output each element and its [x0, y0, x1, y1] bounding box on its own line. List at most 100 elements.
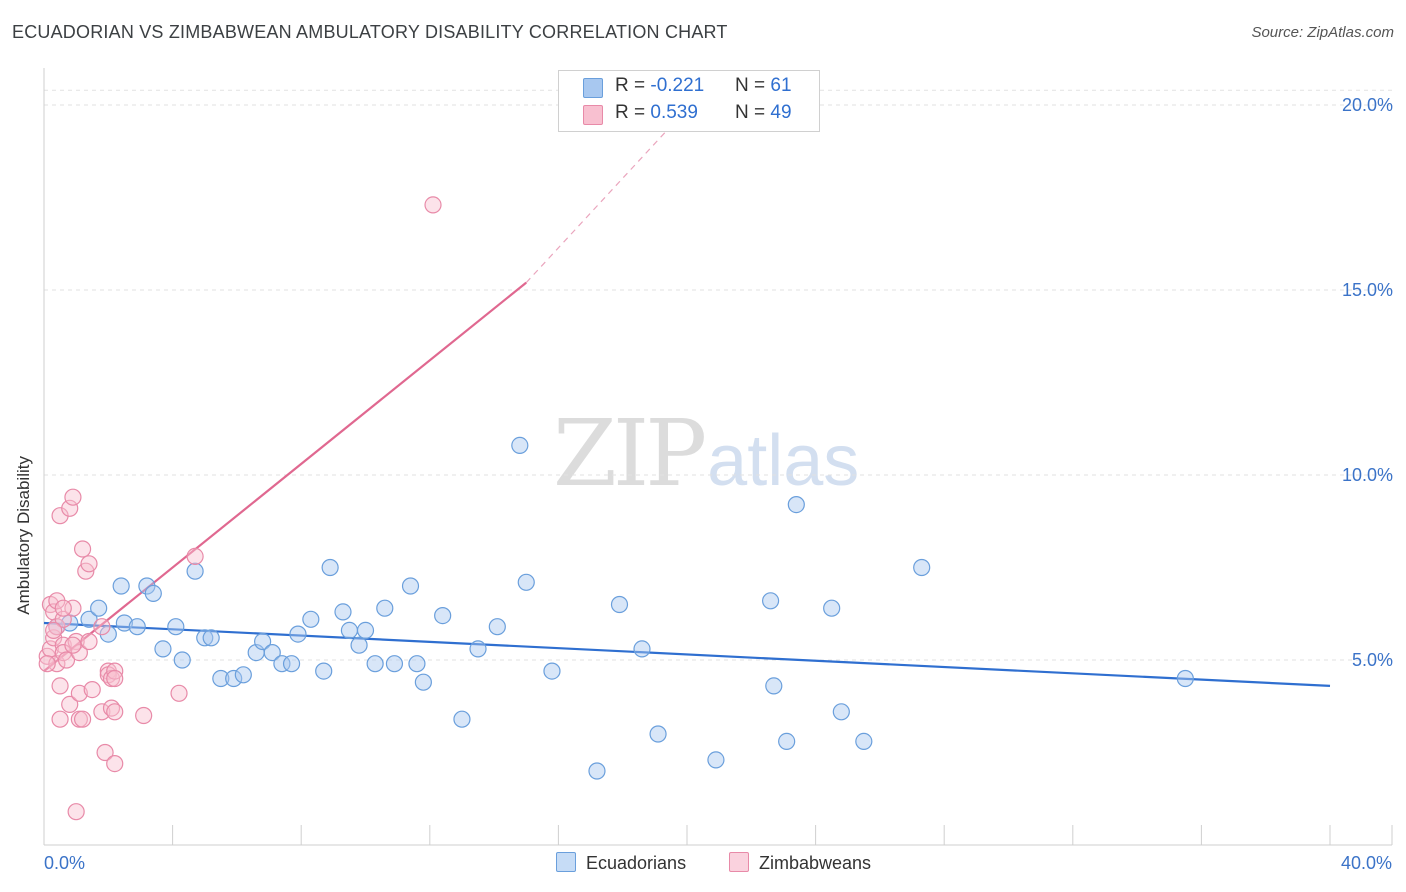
legend-swatch-zimbabweans [583, 105, 603, 125]
legend-swatch-zimbabweans [729, 852, 749, 872]
legend-r-value: -0.221 [650, 75, 705, 96]
data-point-ecuadorians [350, 636, 368, 654]
data-point-ecuadorians [90, 599, 108, 617]
data-point-zimbabweans [106, 754, 124, 773]
data-point-zimbabweans [83, 680, 101, 699]
data-point-zimbabweans [70, 684, 88, 702]
data-point-zimbabweans [93, 703, 111, 721]
data-point-zimbabweans [67, 803, 85, 821]
trend-line-zimbabweans [43, 281, 527, 672]
data-point-ecuadorians [340, 621, 359, 640]
series-legend-label: Ecuadorians [586, 853, 687, 873]
y-tick-label: 10.0% [1342, 465, 1393, 485]
series-legend: Ecuadorians Zimbabweans [0, 852, 1406, 878]
data-point-zimbabweans [73, 710, 92, 728]
legend-n-value: 49 [770, 102, 792, 123]
data-points [38, 196, 1194, 821]
data-point-zimbabweans [135, 706, 153, 725]
watermark-atlas: atlas [707, 421, 860, 501]
data-point-ecuadorians [80, 610, 98, 628]
data-point-zimbabweans [170, 684, 188, 702]
trend-line-ecuadorians [43, 621, 1331, 687]
legend-swatch-ecuadorians [556, 852, 576, 872]
data-point-ecuadorians [511, 436, 529, 454]
data-point-zimbabweans [57, 651, 76, 669]
data-point-ecuadorians [517, 573, 535, 591]
legend-n: N = 49 [735, 102, 792, 124]
data-point-ecuadorians [167, 618, 185, 636]
data-point-zimbabweans [80, 555, 98, 573]
data-point-ecuadorians [115, 614, 133, 632]
gridlines [44, 89, 1392, 661]
data-point-ecuadorians [366, 655, 384, 673]
y-axis-label-wrap: Ambulatory Disability [14, 377, 34, 615]
tick-labels: 5.0% 10.0% 15.0% 20.0% 0.0% 40.0% [44, 95, 1393, 873]
data-point-zimbabweans [80, 632, 98, 651]
data-point-zimbabweans [93, 618, 111, 636]
data-point-zimbabweans [51, 677, 69, 695]
data-point-ecuadorians [154, 640, 172, 658]
data-point-ecuadorians [234, 666, 252, 684]
data-point-ecuadorians [289, 625, 307, 643]
legend-r: R = -0.221 [615, 75, 704, 97]
series-legend-label: Zimbabweans [759, 853, 872, 873]
x-tick-label: 0.0% [44, 853, 85, 873]
watermark-zip: ZIP [553, 400, 707, 507]
y-tick-label: 20.0% [1342, 95, 1393, 115]
legend-r-label: R = [615, 102, 651, 123]
data-point-ecuadorians [469, 640, 487, 658]
data-point-ecuadorians [778, 732, 796, 751]
data-point-ecuadorians [385, 655, 404, 673]
data-point-ecuadorians [588, 762, 606, 780]
correlation-legend: R = -0.221 N = 61 R = 0.539 N = 49 [558, 70, 820, 132]
legend-n-value: 61 [770, 75, 792, 96]
data-point-ecuadorians [315, 662, 333, 680]
data-point-ecuadorians [823, 599, 841, 617]
data-point-zimbabweans [96, 743, 114, 762]
data-point-ecuadorians [356, 621, 375, 640]
data-point-ecuadorians [202, 629, 220, 647]
data-point-ecuadorians [488, 618, 506, 636]
source-credit: Source: ZipAtlas.com [1251, 24, 1394, 41]
data-point-ecuadorians [282, 655, 301, 673]
data-point-ecuadorians [321, 558, 339, 577]
data-point-ecuadorians [633, 640, 651, 658]
data-point-ecuadorians [254, 632, 272, 651]
data-point-zimbabweans [51, 710, 69, 728]
data-point-zimbabweans [64, 488, 82, 506]
data-point-ecuadorians [186, 562, 204, 580]
data-point-ecuadorians [302, 610, 320, 628]
data-point-zimbabweans [186, 547, 204, 566]
data-point-ecuadorians [453, 710, 471, 728]
data-point-ecuadorians [408, 655, 426, 673]
data-point-ecuadorians [273, 655, 291, 673]
data-point-ecuadorians [787, 496, 805, 514]
data-point-ecuadorians [761, 592, 780, 610]
series-legend-ecuadorians: Ecuadorians [556, 852, 686, 874]
data-point-zimbabweans [64, 599, 82, 617]
data-point-ecuadorians [543, 662, 561, 680]
chart-title: ECUADORIAN VS ZIMBABWEAN AMBULATORY DISA… [12, 22, 728, 42]
series-legend-zimbabweans: Zimbabweans [729, 852, 871, 874]
legend-n-label: N = [735, 75, 771, 96]
y-tick-label: 15.0% [1342, 280, 1393, 300]
data-point-ecuadorians [173, 651, 191, 669]
data-point-ecuadorians [707, 751, 725, 769]
data-point-ecuadorians [434, 606, 452, 625]
data-point-ecuadorians [913, 558, 931, 577]
data-point-zimbabweans [54, 599, 72, 617]
data-point-zimbabweans [424, 196, 442, 214]
data-point-zimbabweans [106, 669, 124, 688]
data-point-zimbabweans [61, 695, 79, 714]
x-tick-label: 40.0% [1341, 853, 1392, 873]
data-point-ecuadorians [128, 618, 146, 636]
legend-swatch-ecuadorians [583, 78, 603, 98]
data-point-ecuadorians [225, 669, 243, 688]
data-point-ecuadorians [401, 577, 420, 595]
data-point-ecuadorians [649, 725, 667, 743]
data-point-zimbabweans [61, 499, 79, 517]
data-point-zimbabweans [38, 655, 56, 673]
legend-r-value: 0.539 [650, 102, 698, 123]
data-point-ecuadorians [112, 577, 130, 595]
trend-line-extension [525, 108, 688, 284]
